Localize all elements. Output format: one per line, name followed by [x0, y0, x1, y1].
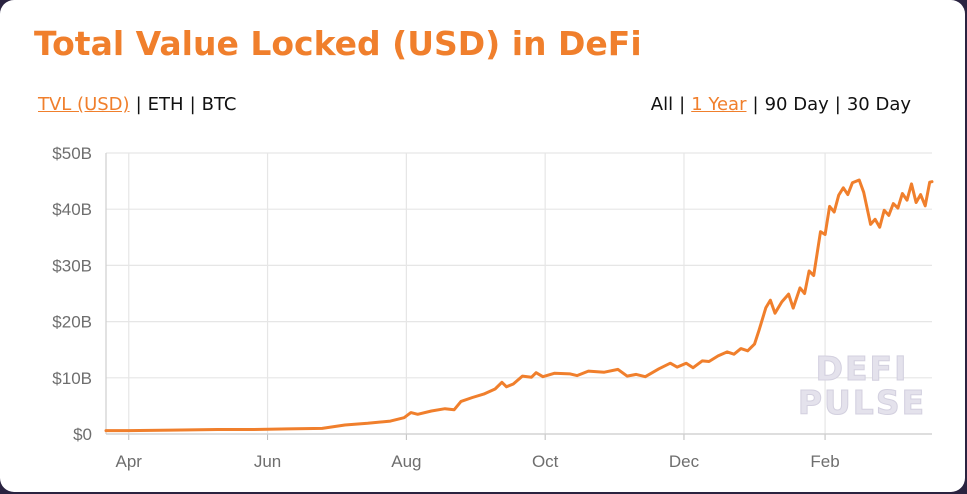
- y-tick-label: $10B: [52, 369, 92, 388]
- tab-all[interactable]: All: [650, 94, 674, 115]
- x-tick-label: Jun: [254, 452, 281, 471]
- tab-separator: |: [679, 94, 686, 115]
- tab-separator: |: [834, 94, 841, 115]
- page-title: Total Value Locked (USD) in DeFi: [34, 24, 642, 63]
- series-line: [104, 178, 934, 433]
- tab-tvl-usd[interactable]: TVL (USD): [38, 94, 130, 115]
- tab-eth[interactable]: ETH: [147, 94, 184, 115]
- grid-lines: [105, 152, 932, 440]
- x-tick-label: Apr: [116, 452, 143, 471]
- defi-pulse-watermark: DEFI PULSE: [797, 349, 926, 423]
- series-layer: [104, 178, 934, 433]
- metric-tabs: TVL (USD) | ETH | BTC: [38, 94, 237, 115]
- tvl-line-chart: DEFI PULSE $0 $10B $20B $30B $40B $50B Apr Jun A…: [52, 144, 934, 471]
- x-tick-label: Aug: [391, 452, 421, 471]
- tab-90-day[interactable]: 90 Day: [764, 94, 829, 115]
- y-tick-label: $0: [73, 425, 92, 444]
- tab-separator: |: [752, 94, 759, 115]
- tab-separator: |: [189, 94, 196, 115]
- y-tick-label: $40B: [52, 200, 92, 219]
- tab-btc[interactable]: BTC: [201, 94, 237, 115]
- x-tick-label: Feb: [810, 452, 839, 471]
- tab-30-day[interactable]: 30 Day: [846, 94, 911, 115]
- tab-1-year[interactable]: 1 Year: [691, 94, 747, 115]
- x-tick-label: Dec: [669, 452, 700, 471]
- y-tick-label: $20B: [52, 313, 92, 332]
- y-tick-label: $30B: [52, 256, 92, 275]
- axis-labels: $0 $10B $20B $30B $40B $50B Apr Jun Aug Oct Dec Feb: [52, 144, 839, 471]
- watermark-line-1: DEFI: [816, 349, 909, 388]
- watermark-line-2: PULSE: [798, 383, 926, 422]
- range-tabs: All | 1 Year | 90 Day | 30 Day: [651, 94, 911, 115]
- tab-separator: |: [135, 94, 142, 115]
- y-tick-label: $50B: [52, 144, 92, 163]
- x-tick-label: Oct: [532, 452, 559, 471]
